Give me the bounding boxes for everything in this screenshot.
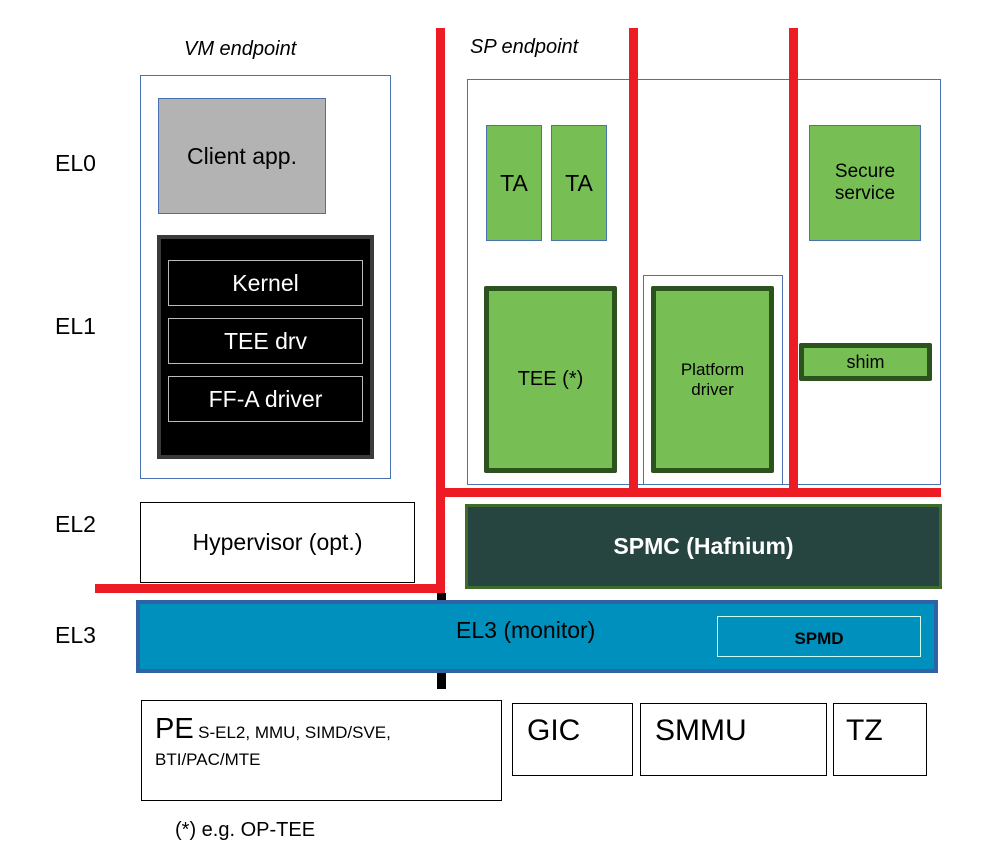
footnote: (*) e.g. OP-TEE bbox=[175, 819, 316, 841]
el3-monitor-box bbox=[136, 600, 938, 673]
ta-box-1: TA bbox=[486, 125, 542, 241]
tz-box: TZ bbox=[833, 703, 927, 776]
secure-service-box: Secure service bbox=[809, 125, 921, 241]
client-app-box: Client app. bbox=[158, 98, 326, 214]
ffa-driver-box: FF-A driver bbox=[168, 376, 363, 422]
platform-driver-container bbox=[643, 275, 783, 485]
shim-box: shim bbox=[799, 343, 932, 381]
spmc-box: SPMC (Hafnium) bbox=[465, 504, 942, 589]
ta-box-2: TA bbox=[551, 125, 607, 241]
el3-monitor-label: EL3 (monitor) bbox=[456, 617, 596, 643]
vm-endpoint-label: VM endpoint bbox=[184, 38, 297, 60]
partition-line-sp1 bbox=[629, 28, 638, 496]
spmd-box: SPMD bbox=[717, 616, 921, 657]
gic-box: GIC bbox=[512, 703, 633, 776]
tee-box: TEE (*) bbox=[484, 286, 617, 473]
partition-line-sp2 bbox=[789, 28, 798, 496]
partition-line-el2 bbox=[95, 584, 445, 593]
el1-label: EL1 bbox=[55, 313, 96, 339]
vm-endpoint-box bbox=[140, 75, 391, 479]
pe-features: S-EL2, MMU, SIMD/SVE, bbox=[198, 723, 391, 742]
el2-label: EL2 bbox=[55, 511, 96, 537]
platform-driver-box: Platform driver bbox=[651, 286, 774, 473]
pe-features-2: BTI/PAC/MTE bbox=[155, 750, 261, 769]
partition-line-vm bbox=[436, 28, 445, 593]
hypervisor-box: Hypervisor (opt.) bbox=[140, 502, 415, 583]
el3-label: EL3 bbox=[55, 622, 96, 648]
kernel-box: Kernel bbox=[168, 260, 363, 306]
pe-label: PE bbox=[155, 713, 194, 745]
partition-line-spmc bbox=[437, 488, 941, 497]
smmu-box: SMMU bbox=[640, 703, 827, 776]
tee-drv-box: TEE drv bbox=[168, 318, 363, 364]
pe-box: PE S-EL2, MMU, SIMD/SVE, BTI/PAC/MTE bbox=[141, 700, 502, 801]
el0-label: EL0 bbox=[55, 150, 96, 176]
sp-endpoint-label: SP endpoint bbox=[470, 36, 579, 58]
